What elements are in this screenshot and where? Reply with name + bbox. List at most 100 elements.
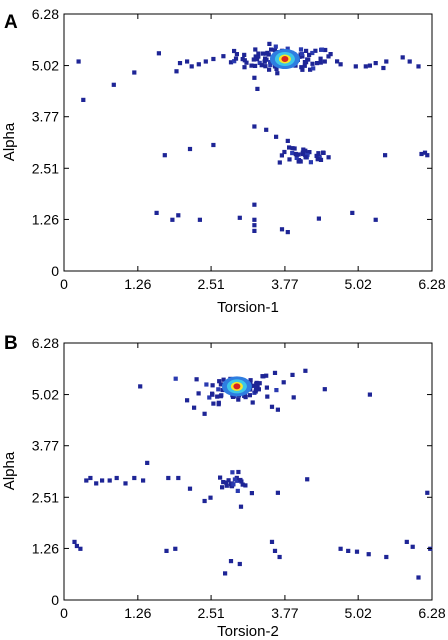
panel-a-point — [425, 153, 430, 158]
panel-b-point — [202, 411, 207, 416]
panel-b-point — [164, 548, 169, 553]
panel-a-point — [203, 59, 208, 64]
panel-b-x-tick-label: 6.28 — [418, 605, 445, 621]
panel-a-cluster-cell — [262, 59, 267, 64]
panel-a-point — [189, 64, 194, 69]
panel-b-y-axis-label: Alpha — [1, 451, 18, 490]
panel-a-cluster-cell — [326, 54, 331, 59]
panel-b-point — [240, 482, 245, 487]
panel-a-point — [367, 63, 372, 68]
panel-b-cluster-cell — [235, 488, 240, 493]
panel-a-point — [400, 55, 405, 60]
panel-a-point — [363, 64, 368, 69]
panel-b-point — [208, 495, 213, 500]
panel-b-cluster-cell — [256, 387, 261, 392]
panel-b-cluster-cell — [210, 392, 215, 397]
panel-b-cluster-cell — [243, 395, 248, 400]
panel-b-point — [275, 490, 280, 495]
panel-b-point — [74, 543, 79, 549]
panel-b-point — [269, 404, 275, 409]
panel-b-cluster-cell — [224, 480, 229, 485]
panel-b-cluster-cell — [249, 491, 254, 496]
panel-a-plot-area — [76, 41, 430, 235]
panel-a-cluster-cell — [335, 59, 340, 64]
panel-a-point — [234, 52, 239, 57]
panel-a-cluster-cell — [267, 41, 272, 46]
panel-b-point — [237, 561, 242, 567]
panel-b-point — [78, 546, 83, 551]
panel-a-point — [252, 75, 257, 80]
panel-b-point — [281, 380, 286, 385]
panel-a-point — [384, 59, 389, 64]
panel-b-cluster-cell — [250, 400, 255, 405]
panel-b-y-tick-label: 1.26 — [32, 540, 59, 556]
panel-a-cluster-cell — [233, 56, 239, 61]
panel-b-point — [114, 475, 119, 481]
panel-b-point — [366, 552, 371, 557]
panel-b-plot-area — [72, 368, 433, 580]
panel-a-point — [132, 70, 137, 75]
panel-b-cluster-cell — [260, 374, 265, 379]
panel-b-cluster-cell — [255, 383, 260, 388]
panel-b-cluster-cell — [220, 485, 225, 490]
panel-b-y-tick-label: 3.77 — [32, 438, 59, 454]
panel-b-cluster-cell — [265, 394, 270, 399]
panel-b-point — [187, 486, 193, 491]
panel-a-point — [419, 151, 424, 157]
panel-b-point — [367, 392, 372, 397]
panel-b-cluster-cell — [247, 393, 252, 398]
panel-a-cluster-cell — [273, 44, 278, 49]
panel-b-point — [410, 544, 415, 549]
panel-b-cluster-cell — [217, 379, 222, 384]
panel-b-cluster-cell — [216, 387, 221, 392]
panel-a-y-axis-label: Alpha — [1, 122, 18, 161]
panel-a-point — [81, 97, 86, 102]
panel-b-point — [84, 478, 89, 483]
panel-a-cluster-cell — [313, 48, 318, 53]
panel-a-y-tick-label: 1.26 — [32, 211, 59, 227]
panel-a-point — [316, 216, 321, 221]
panel-b-cluster-cell — [243, 483, 248, 488]
panel-a-cluster-cell — [303, 155, 308, 160]
panel-b-y-tick-label: 5.02 — [32, 387, 59, 403]
panel-b-cluster-cell — [207, 395, 212, 400]
panel-a-point — [407, 59, 412, 64]
panel-a-point — [176, 213, 181, 218]
panel-a-point — [338, 62, 343, 67]
panel-a-cluster-cell — [292, 146, 297, 151]
panel-a-cluster-cell — [318, 60, 323, 65]
panel-a-point — [274, 134, 279, 139]
panel-a-cluster-cell — [298, 47, 304, 52]
panel-a-cluster-cell — [256, 51, 261, 56]
panel-b-point — [202, 498, 207, 504]
panel-a-point — [162, 153, 167, 158]
panel-a-cluster-cell — [282, 149, 287, 155]
panel-a-cluster-cell — [256, 54, 261, 59]
panel-a-point — [353, 64, 358, 69]
panel-b-y-tick-label: 2.51 — [32, 489, 59, 505]
panel-a-cluster-cell — [294, 152, 299, 157]
panel-b-x-ticks: 0 1.26 2.51 3.77 5.02 6.28 — [60, 343, 446, 621]
panel-a-cluster-cell — [244, 60, 249, 65]
panel-a-point — [381, 65, 386, 71]
panel-b-point — [211, 401, 216, 406]
panel-a-cluster-cell — [314, 153, 319, 158]
panel-a-cluster-cell — [240, 57, 245, 62]
panel-a-cluster-cell — [287, 157, 292, 162]
panel-b-cluster-cell — [232, 477, 237, 482]
panel-a-point — [185, 59, 190, 64]
panel-a-cluster-cell — [302, 152, 308, 157]
panel-a-point — [111, 82, 116, 87]
panel-b-label: B — [4, 333, 18, 354]
panel-b-point — [166, 475, 171, 481]
panel-a-label: A — [4, 12, 18, 33]
panel-b: B 0 1.26 2.51 3.77 5.02 6.28 0 1.26 2.51 3.77 5.0… — [1, 333, 446, 640]
panel-a-y-tick-label: 5.02 — [32, 58, 59, 74]
panel-a-point — [252, 217, 257, 222]
panel-a-point — [252, 223, 257, 228]
panel-a-density-level-4 — [281, 56, 289, 62]
panel-a-cluster-cell — [285, 46, 290, 51]
panel-a-point — [308, 67, 313, 72]
panel-a-point — [328, 52, 333, 57]
panel-b-cluster-cell — [221, 480, 226, 485]
